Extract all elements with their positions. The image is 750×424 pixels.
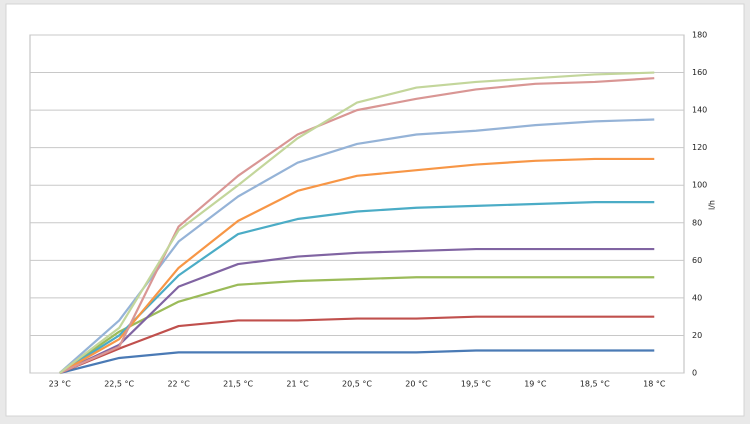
y-tick-label: 60 bbox=[692, 256, 702, 265]
y-tick-label: 40 bbox=[692, 293, 702, 302]
series-line bbox=[59, 157, 655, 374]
x-tick-label: 20,5 °C bbox=[342, 380, 372, 389]
x-tick-label: 23 °C bbox=[49, 380, 72, 389]
y-tick-label: 180 bbox=[692, 31, 707, 40]
y-axis-label: l/h bbox=[708, 200, 717, 210]
y-tick-label: 100 bbox=[692, 181, 707, 190]
x-tick-label: 20 °C bbox=[405, 380, 428, 389]
y-tick-label: 140 bbox=[692, 106, 707, 115]
x-tick-label: 21,5 °C bbox=[223, 380, 253, 389]
x-tick-label: 21 °C bbox=[286, 380, 309, 389]
y-tick-label: 120 bbox=[692, 143, 707, 152]
series-line bbox=[59, 349, 655, 375]
series-line bbox=[59, 276, 655, 374]
x-tick-label: 22,5 °C bbox=[104, 380, 134, 389]
series-line bbox=[59, 77, 655, 375]
series-line bbox=[59, 315, 655, 375]
y-tick-label: 160 bbox=[692, 68, 707, 77]
y-tick-label: 0 bbox=[692, 369, 697, 378]
x-tick-label: 19,5 °C bbox=[461, 380, 491, 389]
y-tick-label: 20 bbox=[692, 331, 702, 340]
x-tick-label: 18 °C bbox=[643, 380, 666, 389]
series-line bbox=[59, 247, 655, 374]
y-tick-label: 80 bbox=[692, 218, 702, 227]
x-tick-label: 18,5 °C bbox=[580, 380, 610, 389]
x-tick-label: 22 °C bbox=[167, 380, 190, 389]
x-tick-label: 19 °C bbox=[524, 380, 547, 389]
series-line bbox=[59, 71, 655, 374]
series-line bbox=[59, 201, 655, 374]
